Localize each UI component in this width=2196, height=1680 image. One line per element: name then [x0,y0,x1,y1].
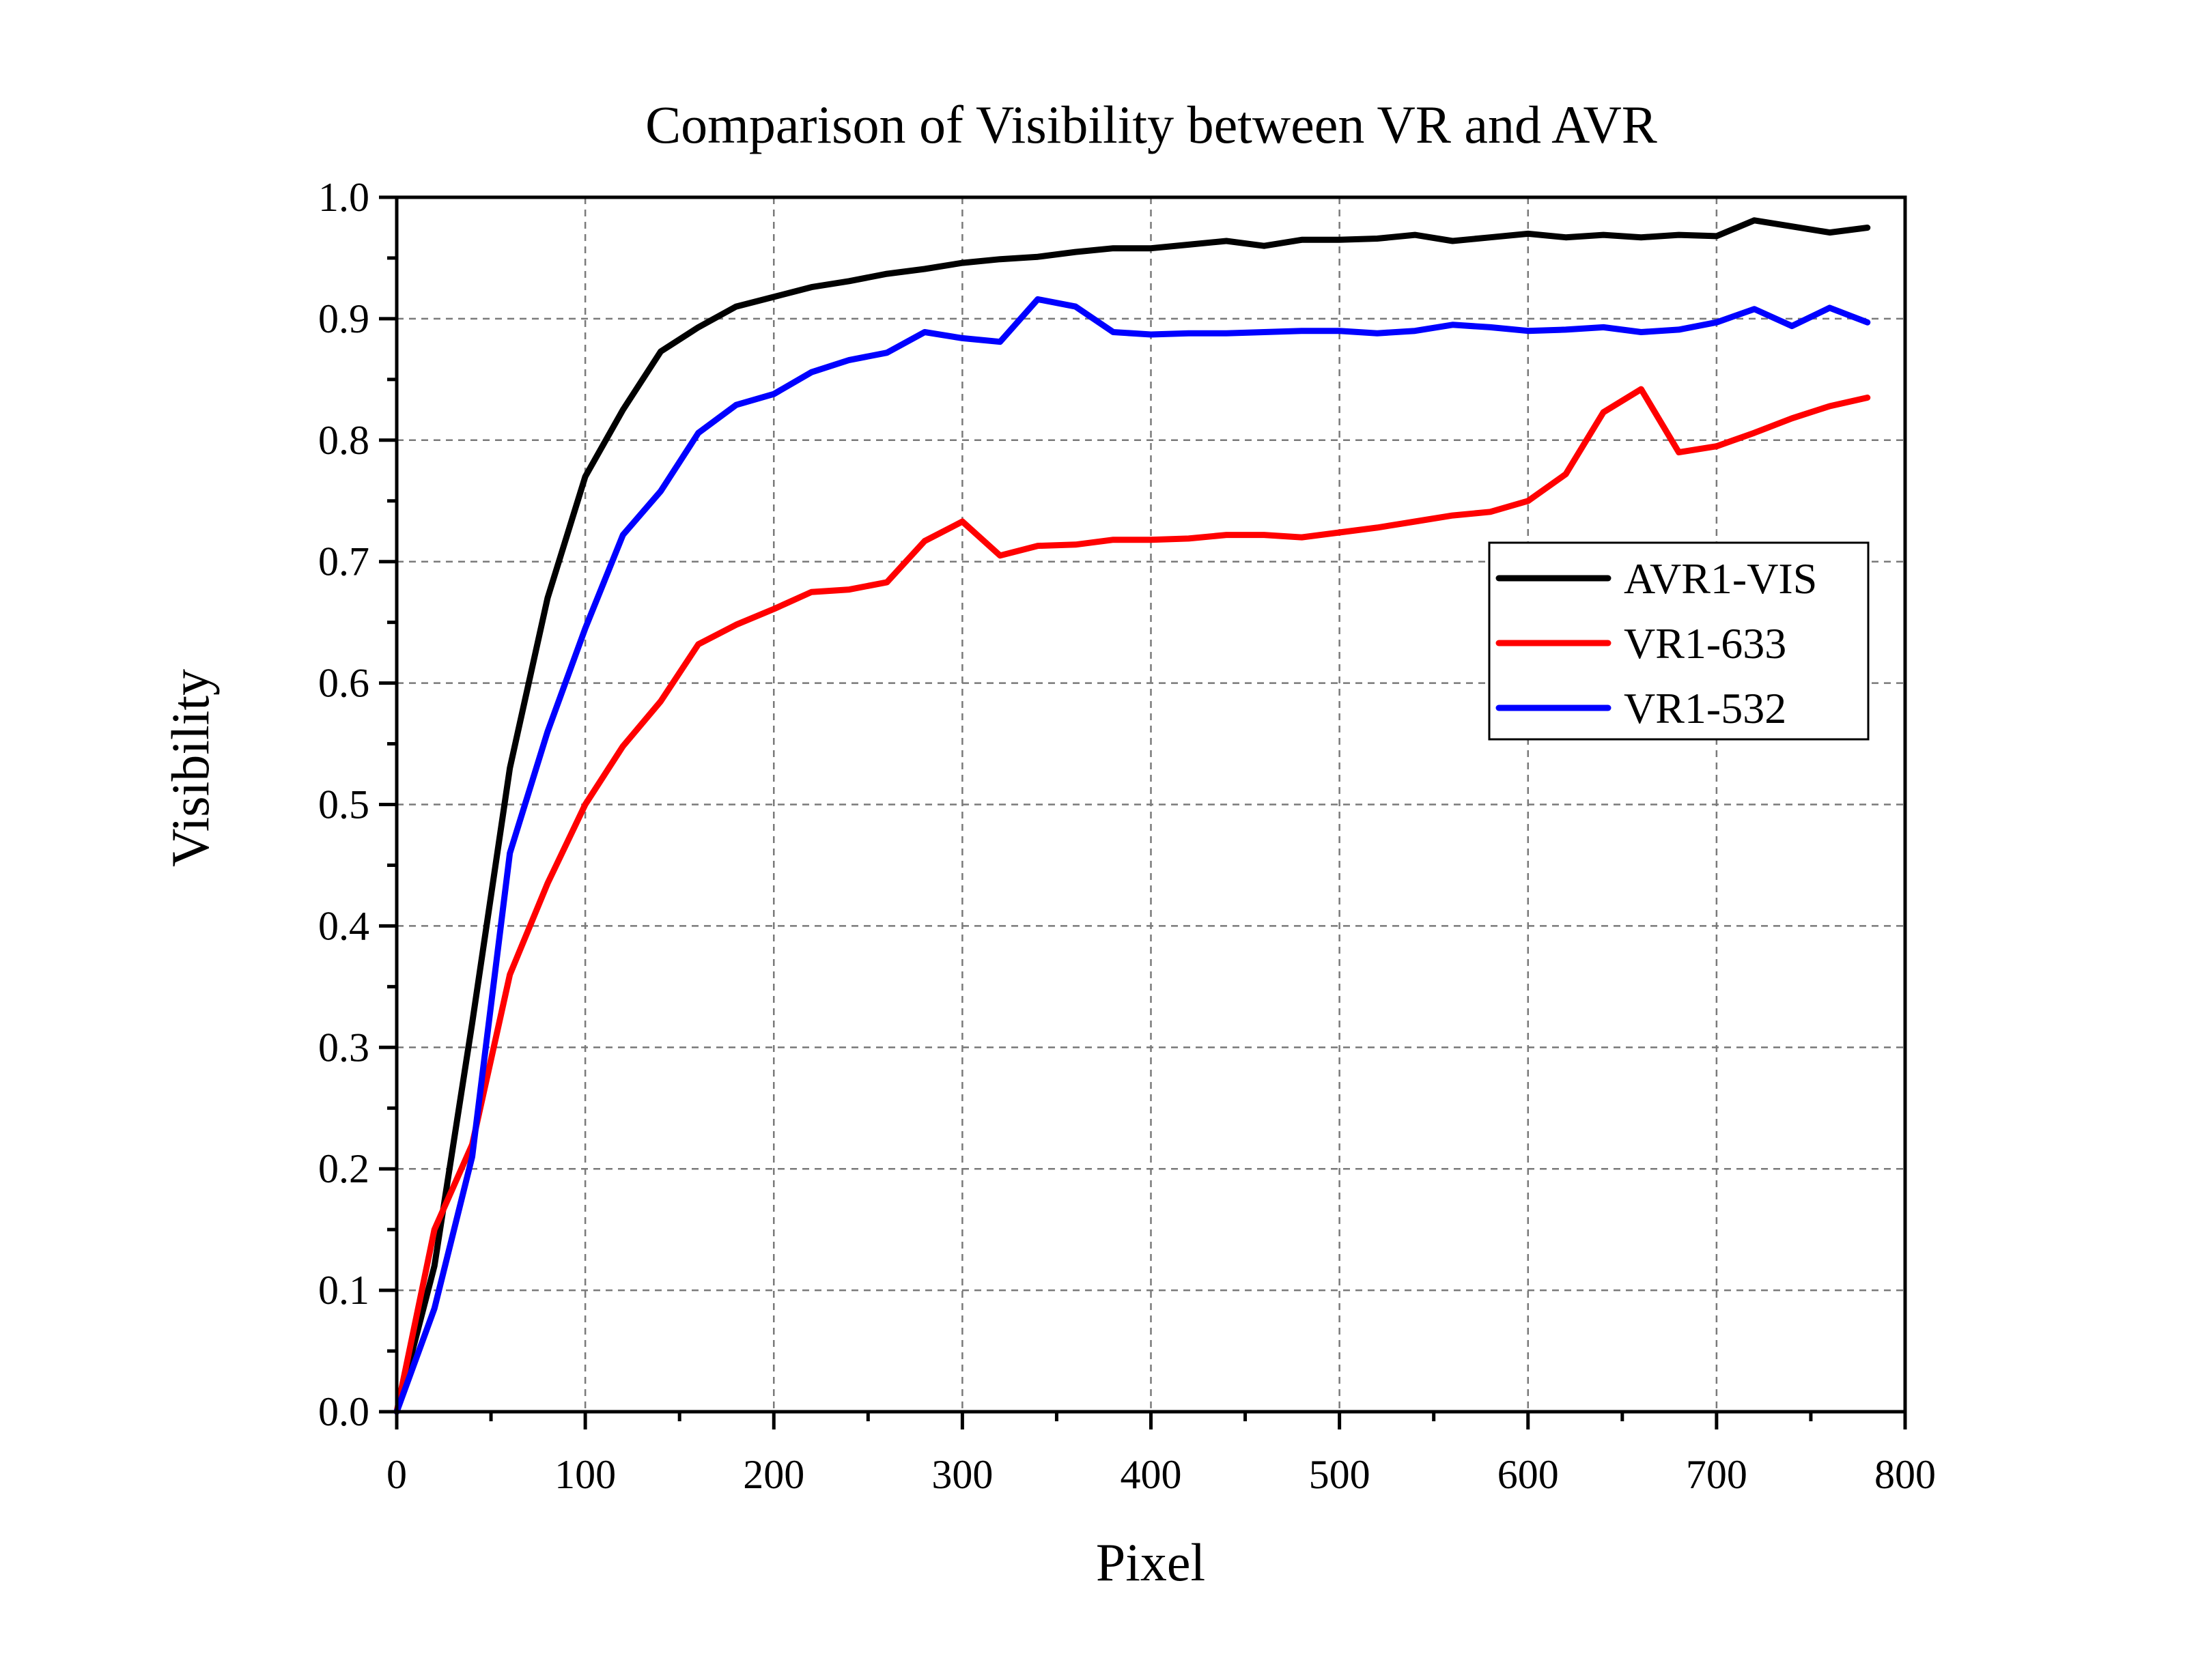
y-tick-label: 0.6 [318,661,369,706]
x-tick-label: 600 [1497,1452,1559,1497]
x-tick-label: 800 [1874,1452,1936,1497]
legend-label-avr1-vis: AVR1-VIS [1624,554,1817,603]
y-tick-label: 0.7 [318,539,369,584]
x-tick-label: 700 [1686,1452,1747,1497]
chart-title: Comparison of Visibility between VR and … [645,95,1657,154]
x-tick-labels: 0 100 200 300 400 500 600 700 800 [386,1452,1936,1497]
legend: AVR1-VIS VR1-633 VR1-532 [1488,541,1870,741]
series-line-vr1-532 [393,296,1871,1415]
series-line-avr1-vis [393,217,1871,1415]
y-tick-label: 0.3 [318,1025,369,1070]
x-tick-label: 300 [931,1452,993,1497]
y-tick-label: 0.0 [318,1389,369,1434]
y-tick-label: 1.0 [318,175,369,220]
x-axis-label: Pixel [1096,1533,1205,1592]
y-tick-label: 0.4 [318,903,369,948]
y-tick-label: 0.9 [318,296,369,341]
series-layer [393,217,1871,1415]
y-tick-label: 0.8 [318,418,369,463]
y-tick-label: 0.2 [318,1146,369,1191]
x-tick-label: 200 [743,1452,804,1497]
x-tick-label: 100 [554,1452,616,1497]
x-tick-label: 400 [1121,1452,1182,1497]
x-tick-label: 0 [386,1452,407,1497]
legend-label-vr1-532: VR1-532 [1624,684,1786,732]
y-tick-label: 0.1 [318,1268,369,1313]
y-tick-label: 0.5 [318,782,369,827]
x-tick-label: 500 [1309,1452,1370,1497]
ticks-layer [379,195,1907,1429]
legend-label-vr1-633: VR1-633 [1624,619,1786,668]
y-axis-label: Visibility [160,669,220,867]
series-line-vr1-633 [393,386,1871,1415]
y-tick-labels: 0.0 0.1 0.2 0.3 0.4 0.5 0.6 0.7 0.8 0.9 1.0 [318,175,369,1434]
grid-layer [397,197,1905,1412]
